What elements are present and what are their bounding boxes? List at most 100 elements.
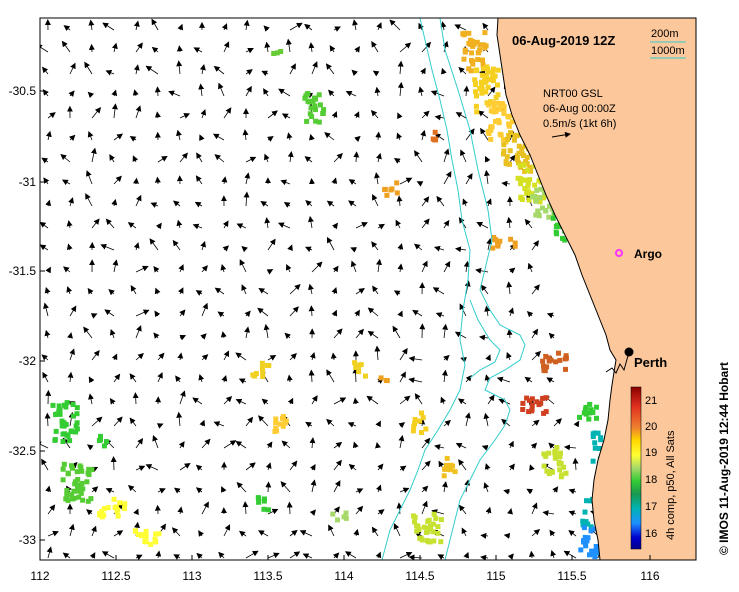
current-arrow <box>485 506 492 515</box>
current-arrow <box>90 313 98 319</box>
sst-pixel <box>425 525 431 531</box>
current-arrow <box>375 131 382 141</box>
sst-pixel <box>469 50 474 56</box>
current-arrow <box>375 551 382 559</box>
current-arrow <box>508 440 514 449</box>
current-arrow <box>179 390 186 405</box>
sst-pixel <box>432 137 438 143</box>
current-arrow <box>531 419 540 427</box>
sst-pixel <box>529 396 535 402</box>
current-arrow <box>289 22 303 31</box>
current-arrow <box>530 442 538 450</box>
current-arrow <box>263 88 269 97</box>
current-arrow <box>129 417 137 427</box>
current-arrow <box>88 19 95 31</box>
current-arrow <box>150 202 159 208</box>
current-arrow <box>41 354 49 361</box>
colorbar-tick-label: 17 <box>645 501 657 513</box>
current-arrow <box>481 444 489 451</box>
sst-pixel <box>546 355 552 361</box>
current-arrow <box>333 397 347 405</box>
current-arrow <box>372 70 380 77</box>
sst-pixel <box>541 195 547 201</box>
sst-pixel <box>541 410 547 416</box>
sst-pixel <box>153 531 159 537</box>
sst-pixel <box>425 529 430 534</box>
sst-pixel <box>466 66 472 72</box>
sst-pixel <box>435 530 441 536</box>
current-arrow <box>304 246 313 253</box>
current-arrow <box>113 373 121 383</box>
sst-pixel <box>426 517 432 523</box>
current-arrow <box>344 551 357 559</box>
sst-pixel <box>384 192 390 198</box>
current-arrow <box>486 198 492 207</box>
current-arrow <box>443 171 452 185</box>
sst-pixel <box>549 469 555 475</box>
sst-pixel <box>488 136 494 142</box>
current-arrow <box>487 394 495 405</box>
current-arrow <box>198 374 205 383</box>
current-arrow <box>213 421 225 427</box>
current-arrow <box>260 200 269 207</box>
sst-pixel <box>516 143 522 149</box>
sst-pixel <box>50 402 56 408</box>
current-arrow <box>483 169 490 185</box>
current-arrow <box>553 418 562 427</box>
current-arrow <box>370 109 379 119</box>
current-arrow <box>431 509 445 515</box>
sst-patch <box>60 461 95 504</box>
current-arrow <box>40 244 49 251</box>
sst-pixel <box>79 480 85 486</box>
current-arrow <box>309 178 315 185</box>
current-arrow <box>311 261 323 273</box>
sst-pixel <box>580 518 586 524</box>
current-arrow <box>476 221 489 229</box>
sst-pixel <box>69 429 75 435</box>
sst-pixel <box>534 187 540 193</box>
sst-pixel <box>61 423 67 429</box>
current-arrow <box>113 416 123 427</box>
current-arrow <box>195 464 203 471</box>
sst-pixel <box>561 464 567 470</box>
sst-pixel <box>277 421 283 427</box>
current-arrow <box>111 103 118 119</box>
sst-pixel <box>75 476 81 482</box>
current-arrow <box>355 505 364 515</box>
sst-pixel <box>431 538 437 544</box>
current-arrow <box>177 352 184 361</box>
sst-patch <box>250 360 272 379</box>
current-arrow <box>465 375 472 383</box>
current-arrow <box>244 310 251 318</box>
current-arrow <box>372 285 379 295</box>
current-arrow <box>258 530 269 537</box>
current-arrow <box>421 218 430 229</box>
sst-patch <box>132 528 162 547</box>
current-arrow <box>66 220 73 229</box>
current-arrow <box>367 330 379 339</box>
current-arrow <box>193 47 203 53</box>
sst-pixel <box>477 47 483 53</box>
current-arrow <box>239 259 247 273</box>
current-arrow <box>399 177 413 185</box>
sst-pixel <box>523 177 529 183</box>
sst-pixel <box>597 446 602 451</box>
sst-pixel <box>532 193 538 199</box>
current-arrow <box>113 175 122 185</box>
current-arrow <box>196 152 203 163</box>
current-arrow <box>289 529 298 537</box>
current-arrow <box>399 371 406 383</box>
current-arrow <box>307 215 314 229</box>
sst-pixel <box>61 461 67 467</box>
current-arrow <box>480 554 489 560</box>
current-arrow <box>220 264 227 273</box>
sst-pixel <box>105 505 111 511</box>
current-arrow <box>176 45 183 53</box>
sst-pixel <box>474 67 480 73</box>
sst-pixel <box>73 429 79 435</box>
sst-pixel <box>313 118 319 124</box>
current-arrow <box>475 267 489 274</box>
current-arrow <box>173 554 181 560</box>
sst-pixel <box>462 49 468 55</box>
current-arrow <box>214 287 225 295</box>
